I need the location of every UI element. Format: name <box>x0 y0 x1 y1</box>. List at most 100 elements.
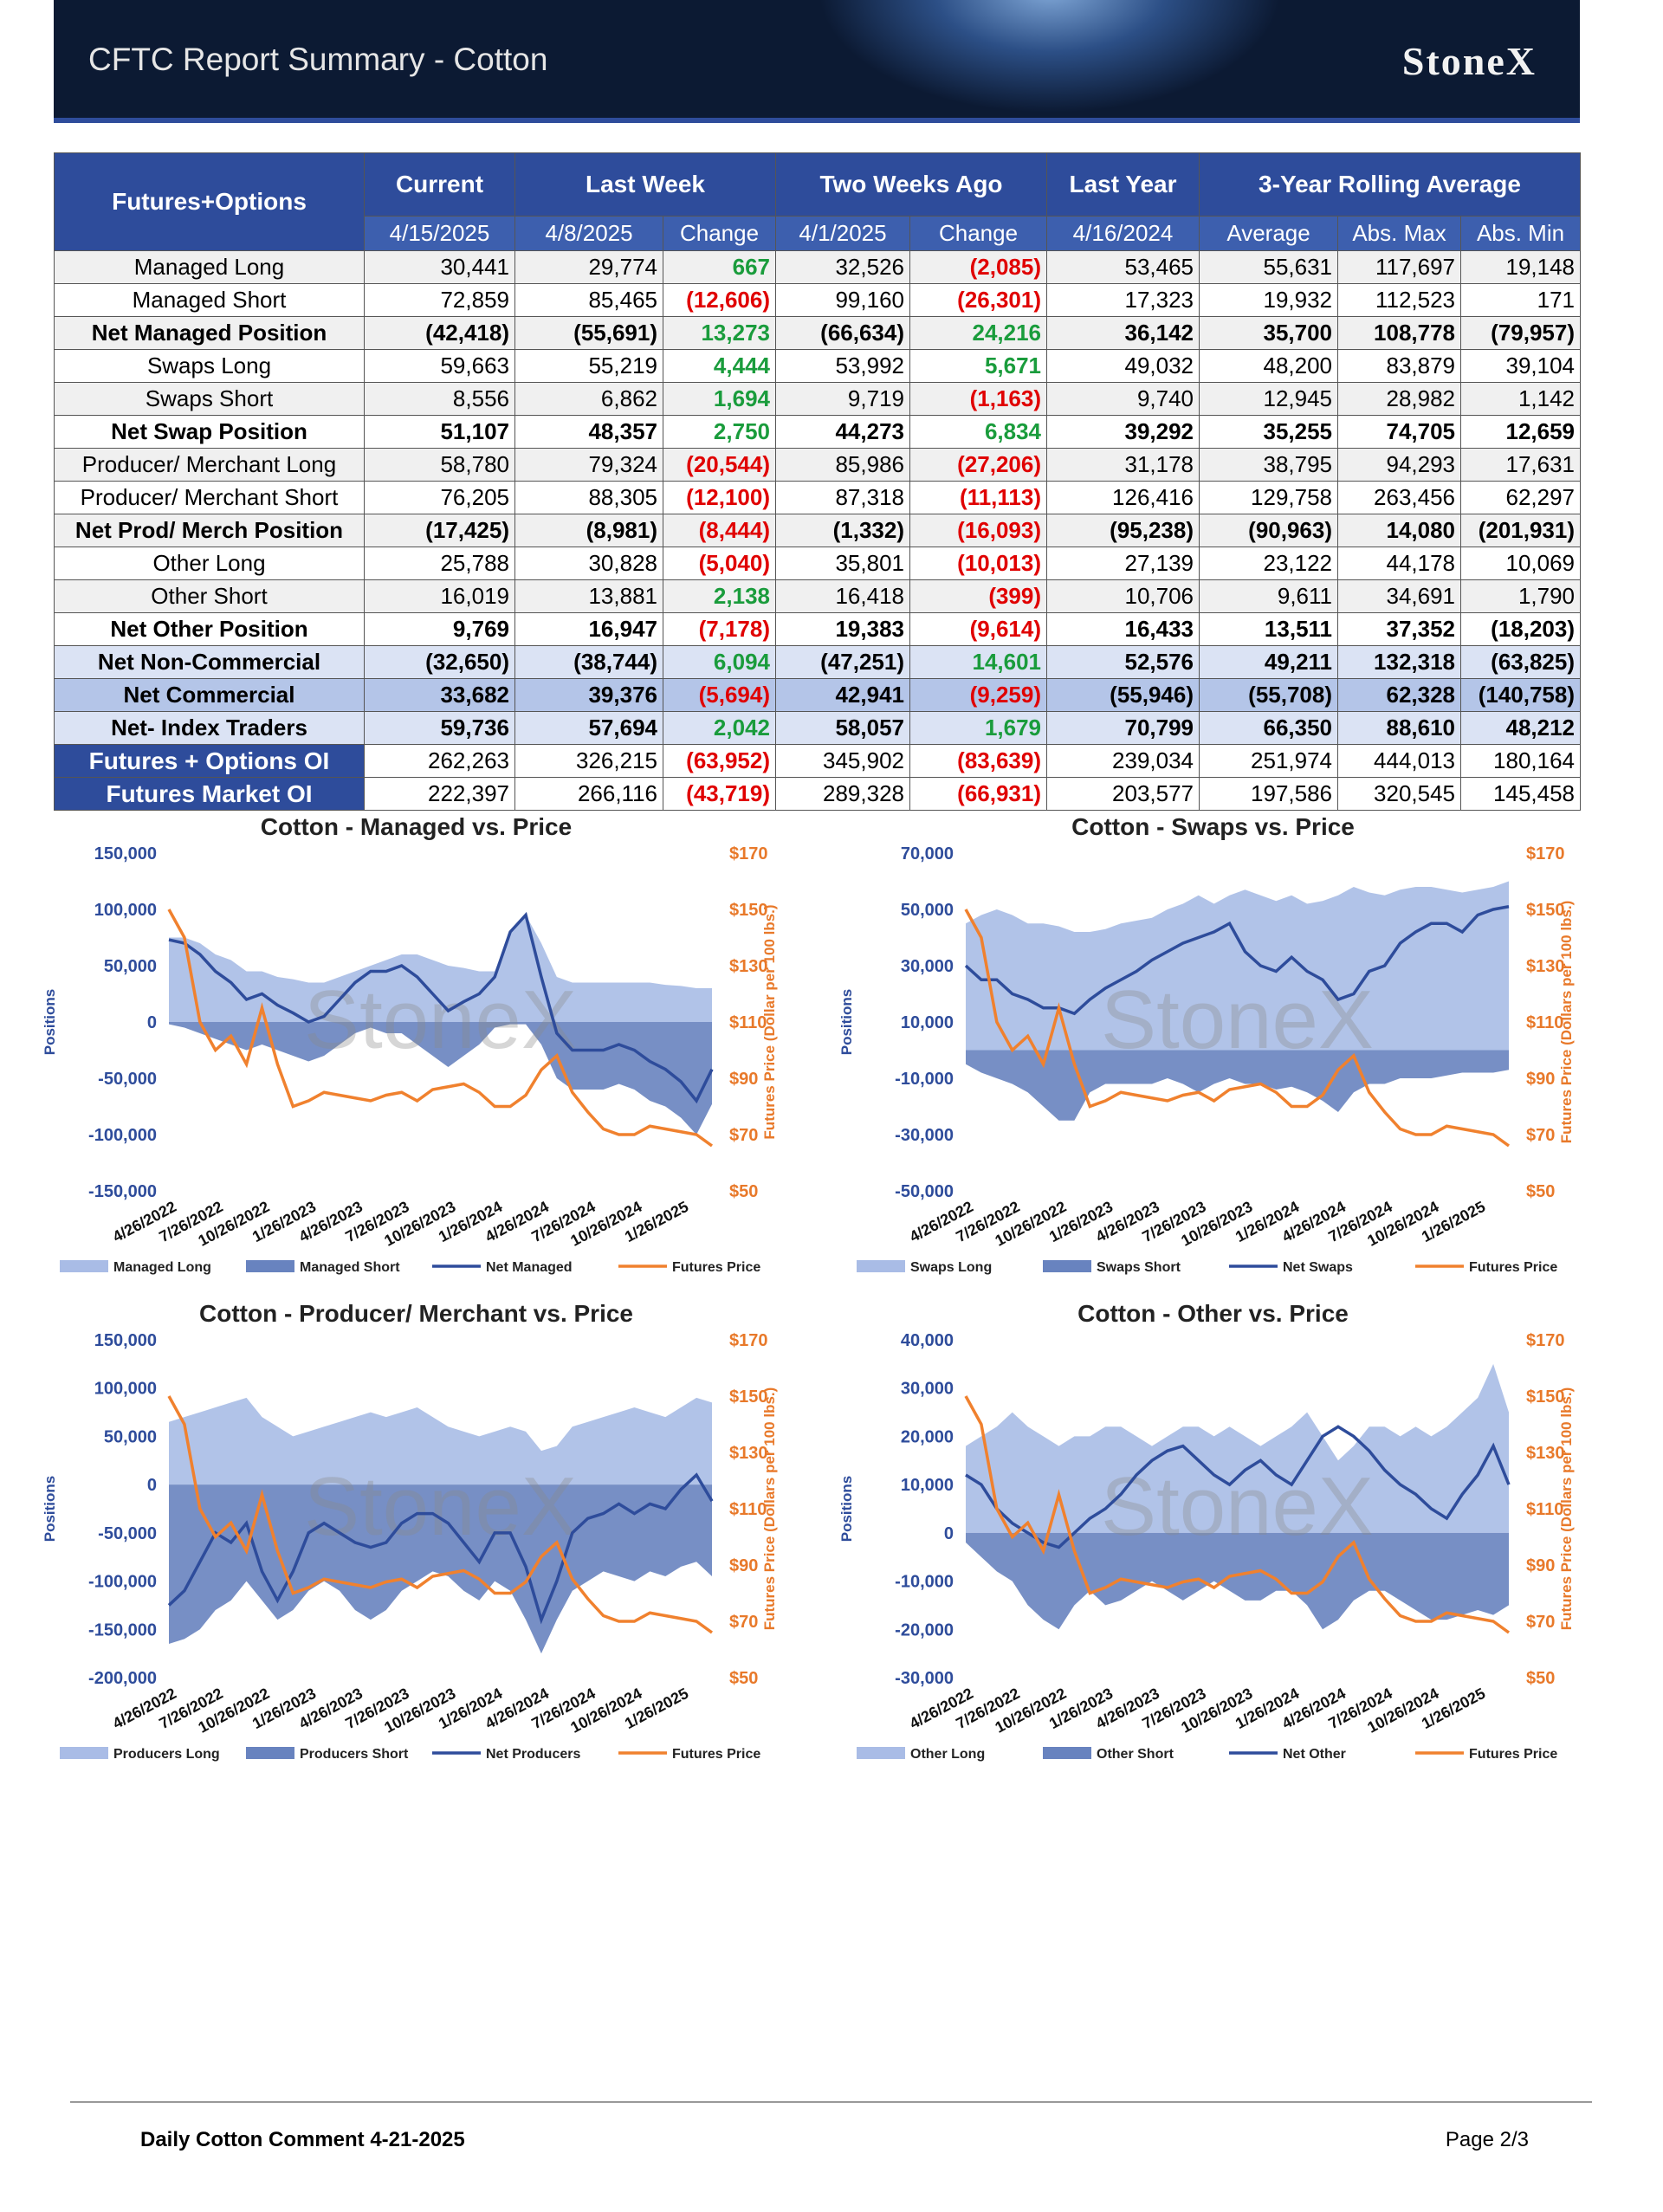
y-tick-label: 70,000 <box>901 844 954 863</box>
table-cell: 27,139 <box>1046 547 1200 580</box>
chart: Cotton - Swaps vs. Price StoneX -50,000 -30… <box>839 818 1575 1275</box>
column-header: Current <box>364 152 515 217</box>
table-cell: 59,736 <box>364 711 515 745</box>
table-row: Net Commercial 33,682 39,376 (5,694) 42,941(… <box>54 678 1582 712</box>
chart: Cotton - Managed vs. Price StoneX -150,000… <box>42 818 778 1275</box>
column-subheader: 4/15/2025 <box>364 216 515 251</box>
table-cell: 444,013 <box>1337 744 1462 778</box>
logo: StoneX <box>1401 39 1537 83</box>
table-cell: 239,034 <box>1046 744 1200 778</box>
table-cell: 129,758 <box>1199 481 1339 514</box>
y-tick-label: -30,000 <box>895 1126 954 1145</box>
column-subheader: Abs. Max <box>1337 216 1462 251</box>
table-cell: (55,691) <box>514 316 663 350</box>
legend-label: Swaps Short <box>1097 1260 1181 1275</box>
row-label: Other Long <box>54 547 365 580</box>
legend-swatch <box>1043 1260 1091 1272</box>
y2-axis-label: Futures Price (Dollars per 100 lbs.) <box>1558 901 1575 1144</box>
row-label: Net Non-Commercial <box>54 645 365 679</box>
y-tick-label: 0 <box>147 1476 157 1495</box>
table-cell: 10,706 <box>1046 579 1200 613</box>
y-tick-label: 100,000 <box>94 901 157 920</box>
table-cell: 222,397 <box>364 777 515 811</box>
y-axis-label: Positions <box>42 1476 58 1543</box>
row-label: Producer/ Merchant Long <box>54 448 365 482</box>
table-cell: (9,614) <box>909 612 1048 646</box>
row-label: Swaps Long <box>54 349 365 383</box>
table-cell: 10,069 <box>1460 547 1582 580</box>
table-cell: 1,790 <box>1460 579 1582 613</box>
table-row: Net Prod/ Merch Position (17,425) (8,981)(… <box>54 514 1582 547</box>
table-cell: 320,545 <box>1337 777 1462 811</box>
line-series <box>167 1472 714 1625</box>
table-cell: (140,758) <box>1460 678 1582 712</box>
table-cell: (16,093) <box>909 514 1048 547</box>
table-cell: 126,416 <box>1046 481 1200 514</box>
table-cell: (63,952) <box>663 744 776 778</box>
table-cell: 8,556 <box>364 382 515 416</box>
row-label: Net Swap Position <box>54 415 365 449</box>
table-cell: 37,352 <box>1337 612 1462 646</box>
y2-tick-label: $110 <box>729 1013 767 1032</box>
table-cell: (95,238) <box>1046 514 1200 547</box>
chart: Cotton - Other vs. Price StoneX -30,000 -20… <box>839 1304 1575 1762</box>
y2-tick-label: $150 <box>1526 1387 1565 1407</box>
row-label: Futures Market OI <box>54 777 365 811</box>
area-series <box>966 1050 1509 1121</box>
line-series <box>964 1395 1511 1634</box>
y-tick-label: 150,000 <box>94 844 157 863</box>
y-axis-label: Positions <box>839 1476 855 1543</box>
header-title: CFTC Report Summary - Cotton <box>88 42 548 77</box>
y-tick-label: 150,000 <box>94 1331 157 1350</box>
legend-label: Net Other <box>1283 1747 1346 1762</box>
table-cell: 112,523 <box>1337 283 1462 317</box>
legend-label: Other Short <box>1097 1747 1174 1762</box>
table-cell: 42,941 <box>775 678 910 712</box>
table-cell: 19,932 <box>1199 283 1339 317</box>
watermark: StoneX <box>304 1460 577 1553</box>
table-cell: 52,576 <box>1046 645 1200 679</box>
area-series <box>169 1484 712 1654</box>
y-tick-label: 40,000 <box>901 1331 954 1350</box>
y2-tick-label: $50 <box>729 1669 758 1688</box>
table-cell: 24,216 <box>909 316 1048 350</box>
legend-label: Producers Long <box>113 1747 220 1762</box>
table-cell: 39,292 <box>1046 415 1200 449</box>
area-series <box>966 1532 1509 1630</box>
y2-tick-label: $50 <box>729 1182 758 1201</box>
y2-tick-label: $130 <box>1526 957 1565 976</box>
table-cell: 262,263 <box>364 744 515 778</box>
table-cell: 38,795 <box>1199 448 1339 482</box>
table-cell: (5,040) <box>663 547 776 580</box>
table-cell: 4,444 <box>663 349 776 383</box>
footer-rule <box>70 2101 1592 2103</box>
table-cell: (2,085) <box>909 250 1048 284</box>
table-cell: 62,328 <box>1337 678 1462 712</box>
table-cell: 39,104 <box>1460 349 1582 383</box>
table-cell: 251,974 <box>1199 744 1339 778</box>
y-tick-label: -200,000 <box>88 1669 157 1688</box>
table-cell: (55,708) <box>1199 678 1339 712</box>
table-cell: 87,318 <box>775 481 910 514</box>
table-row: Other Short 16,019 13,881 2,138 16,418 (399) 1… <box>54 579 1582 613</box>
table-cell: 145,458 <box>1460 777 1582 811</box>
legend-label: Futures Price <box>672 1260 760 1275</box>
header-bar: CFTC Report Summary - Cotton StoneX <box>54 0 1580 123</box>
column-header: Futures+Options <box>54 152 365 251</box>
table-cell: 1,679 <box>909 711 1048 745</box>
chart: Cotton - Producer/ Merchant vs. Price Sto… <box>42 1304 778 1762</box>
y-tick-label: 0 <box>944 1524 954 1543</box>
table-cell: 13,273 <box>663 316 776 350</box>
table-cell: 31,178 <box>1046 448 1200 482</box>
watermark: StoneX <box>1101 973 1374 1066</box>
y2-tick-label: $110 <box>729 1500 767 1519</box>
column-header: Two Weeks Ago <box>774 152 1048 217</box>
y2-tick-label: $70 <box>1526 1613 1555 1632</box>
table-cell: 266,116 <box>514 777 663 811</box>
table-cell: (8,444) <box>663 514 776 547</box>
table-cell: 1,142 <box>1460 382 1582 416</box>
table-cell: 117,697 <box>1337 250 1462 284</box>
legend-swatch <box>857 1747 905 1759</box>
legend-label: Producers Short <box>300 1747 409 1762</box>
y-tick-label: -50,000 <box>98 1524 157 1543</box>
